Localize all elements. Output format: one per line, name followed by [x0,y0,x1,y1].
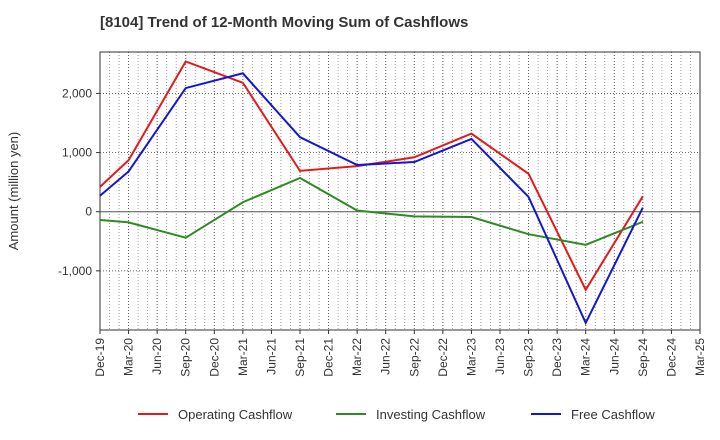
x-tick-label: Jun-20 [150,338,164,375]
y-tick-label: 2,000 [62,86,92,100]
series-line-free-cashflow [99,72,644,326]
x-tick-label: Sep-20 [179,338,193,377]
x-tick-label: Sep-22 [407,338,421,377]
x-tick-label: Mar-23 [464,338,478,376]
x-tick-label: Jun-24 [607,338,621,375]
x-tick-label: Dec-23 [550,338,564,377]
x-tick-label: Dec-20 [207,338,221,377]
x-tick-label: Jun-23 [493,338,507,375]
x-tick-label: Sep-21 [293,338,307,377]
y-tick-label: 0 [85,205,92,219]
series-line-operating-cashflow [99,60,644,292]
x-tick-label: Mar-20 [122,338,136,376]
series-lines [99,60,644,326]
legend-label: Operating Cashflow [178,407,293,422]
axes [96,51,701,334]
plot-border [99,51,701,331]
x-tick-label: Jun-21 [264,338,278,375]
plot-background [100,52,700,330]
x-tick-label: Dec-24 [664,338,678,377]
x-tick-label: Mar-24 [579,338,593,376]
chart-title: [8104] Trend of 12-Month Moving Sum of C… [100,14,469,31]
y-axis-title: Amount (million yen) [6,132,21,251]
x-tick-label: Mar-25 [693,338,707,376]
x-tick-label: Jun-22 [379,338,393,375]
x-tick-label: Dec-19 [93,338,107,377]
legend: Operating Cashflow Investing Cashflow Free… [138,407,655,422]
tick-labels: -1,000 0 1,000 2,000 Dec-19 Mar-20 Jun-20 Sep-2… [6,86,707,376]
x-tick-label: Sep-23 [522,338,536,377]
x-tick-label: Dec-22 [436,338,450,377]
x-tick-label: Sep-24 [636,338,650,377]
legend-label: Free Cashflow [571,407,655,422]
y-tick-label: 1,000 [62,146,92,160]
legend-label: Investing Cashflow [376,407,486,422]
x-tick-label: Mar-22 [350,338,364,376]
y-tick-label: -1,000 [58,264,92,278]
x-tick-label: Mar-21 [236,338,250,376]
grid-lines [100,52,700,330]
x-tick-label: Dec-21 [322,338,336,377]
